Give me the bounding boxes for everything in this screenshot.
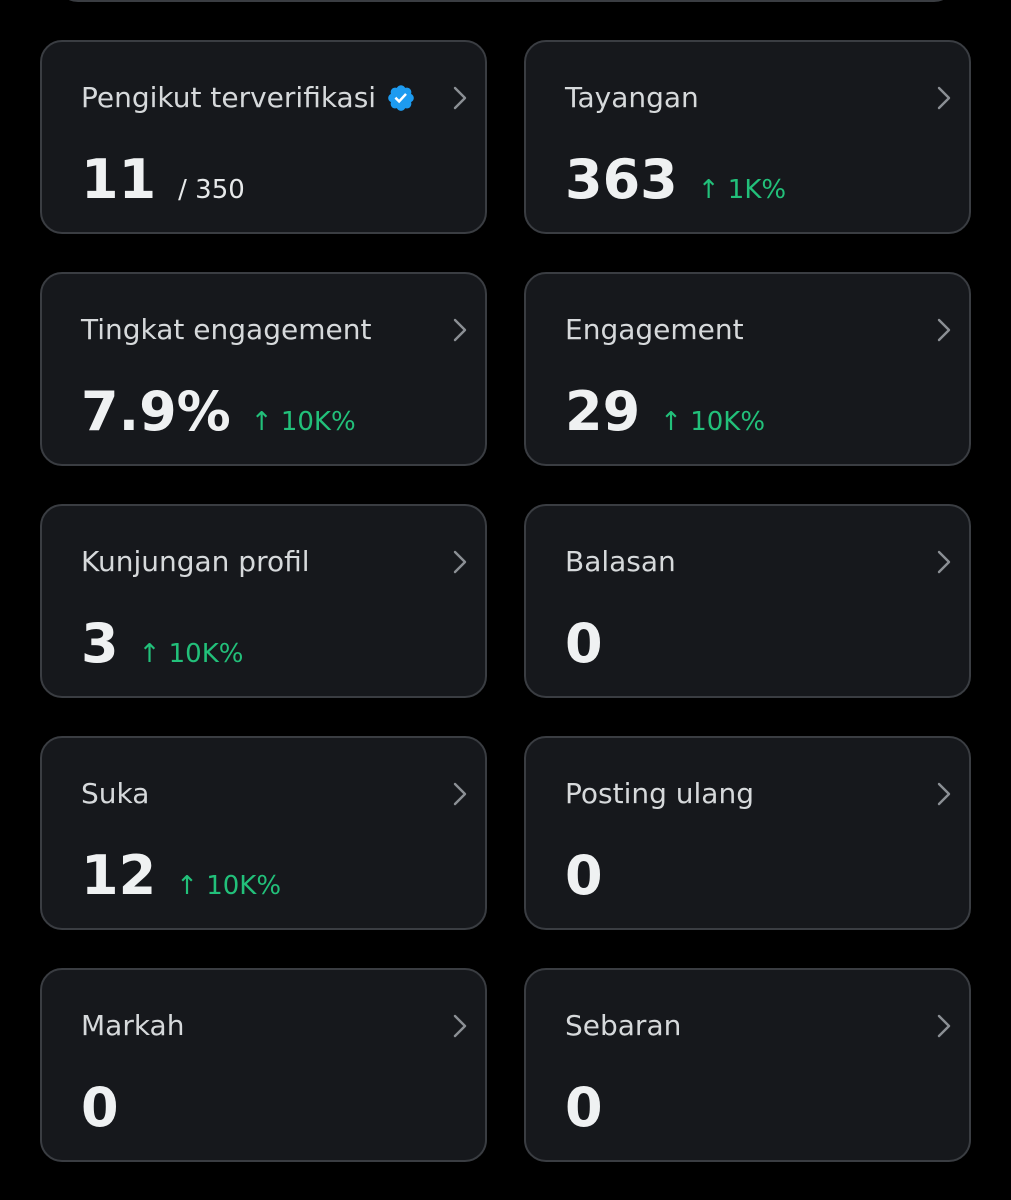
card-title-label: Kunjungan profil: [81, 545, 310, 578]
metric-value: 0: [565, 844, 603, 907]
card-title: Balasan: [565, 544, 676, 580]
chevron-right-icon: [937, 1014, 951, 1038]
metric-change: ↑ 1K%: [697, 175, 787, 205]
chevron-right-icon: [937, 86, 951, 110]
card-title-label: Markah: [81, 1009, 185, 1042]
metric-change: ↑ 10K%: [138, 639, 244, 669]
card-title-label: Posting ulang: [565, 777, 754, 810]
card-title: Sebaran: [565, 1008, 681, 1044]
metric-total: / 350: [178, 175, 245, 205]
metric-card-verified-followers[interactable]: Pengikut terverifikasi 11 / 350: [40, 40, 487, 234]
chevron-right-icon: [453, 550, 467, 574]
value-row: 0: [81, 1076, 119, 1140]
card-title-label: Suka: [81, 777, 150, 810]
metric-value: 29: [565, 380, 641, 443]
card-title: Suka: [81, 776, 149, 812]
card-title-label: Tayangan: [565, 81, 699, 114]
value-row: 363 ↑ 1K%: [565, 148, 786, 212]
metric-change: ↑ 10K%: [660, 407, 766, 437]
metric-card-engagement-rate[interactable]: Tingkat engagement 7.9% ↑ 10K%: [40, 272, 487, 466]
metric-value: 12: [81, 844, 157, 907]
metric-card-replies[interactable]: Balasan 0: [524, 504, 971, 698]
metric-card-views[interactable]: Tayangan 363 ↑ 1K%: [524, 40, 971, 234]
metric-card-likes[interactable]: Suka 12 ↑ 10K%: [40, 736, 487, 930]
chevron-right-icon: [937, 318, 951, 342]
chevron-right-icon: [937, 550, 951, 574]
metric-change: ↑ 10K%: [176, 871, 282, 901]
metric-value: 3: [81, 612, 119, 675]
value-row: 11 / 350: [81, 148, 245, 212]
card-title-label: Engagement: [565, 313, 744, 346]
chevron-right-icon: [937, 782, 951, 806]
chevron-right-icon: [453, 86, 467, 110]
metric-value: 11: [81, 148, 157, 211]
metric-card-reposts[interactable]: Posting ulang 0: [524, 736, 971, 930]
metric-change: ↑ 10K%: [250, 407, 356, 437]
chevron-right-icon: [453, 782, 467, 806]
verified-badge-icon: [388, 85, 414, 111]
card-title: Posting ulang: [565, 776, 754, 812]
metric-value: 0: [565, 1076, 603, 1139]
card-title: Engagement: [565, 312, 744, 348]
card-title: Kunjungan profil: [81, 544, 310, 580]
metric-card-engagement[interactable]: Engagement 29 ↑ 10K%: [524, 272, 971, 466]
chevron-right-icon: [453, 318, 467, 342]
previous-card-edge: [56, 0, 956, 2]
value-row: 0: [565, 612, 603, 676]
chevron-right-icon: [453, 1014, 467, 1038]
value-row: 3 ↑ 10K%: [81, 612, 243, 676]
card-title: Markah: [81, 1008, 184, 1044]
card-title-label: Pengikut terverifikasi: [81, 81, 377, 114]
card-title: Pengikut terverifikasi: [81, 80, 416, 116]
card-title-label: Sebaran: [565, 1009, 682, 1042]
metric-value: 363: [565, 148, 678, 211]
metric-card-bookmarks[interactable]: Markah 0: [40, 968, 487, 1162]
metric-value: 7.9%: [81, 380, 231, 443]
card-title: Tayangan: [565, 80, 699, 116]
card-title: Tingkat engagement: [81, 312, 371, 348]
metric-value: 0: [565, 612, 603, 675]
card-title-label: Balasan: [565, 545, 676, 578]
metric-card-profile-visits[interactable]: Kunjungan profil 3 ↑ 10K%: [40, 504, 487, 698]
metric-card-shares[interactable]: Sebaran 0: [524, 968, 971, 1162]
value-row: 7.9% ↑ 10K%: [81, 380, 356, 444]
value-row: 0: [565, 1076, 603, 1140]
metrics-grid: Pengikut terverifikasi 11 / 350 Tayangan…: [40, 40, 971, 1162]
metric-value: 0: [81, 1076, 119, 1139]
value-row: 12 ↑ 10K%: [81, 844, 281, 908]
value-row: 0: [565, 844, 603, 908]
card-title-label: Tingkat engagement: [81, 313, 372, 346]
value-row: 29 ↑ 10K%: [565, 380, 765, 444]
